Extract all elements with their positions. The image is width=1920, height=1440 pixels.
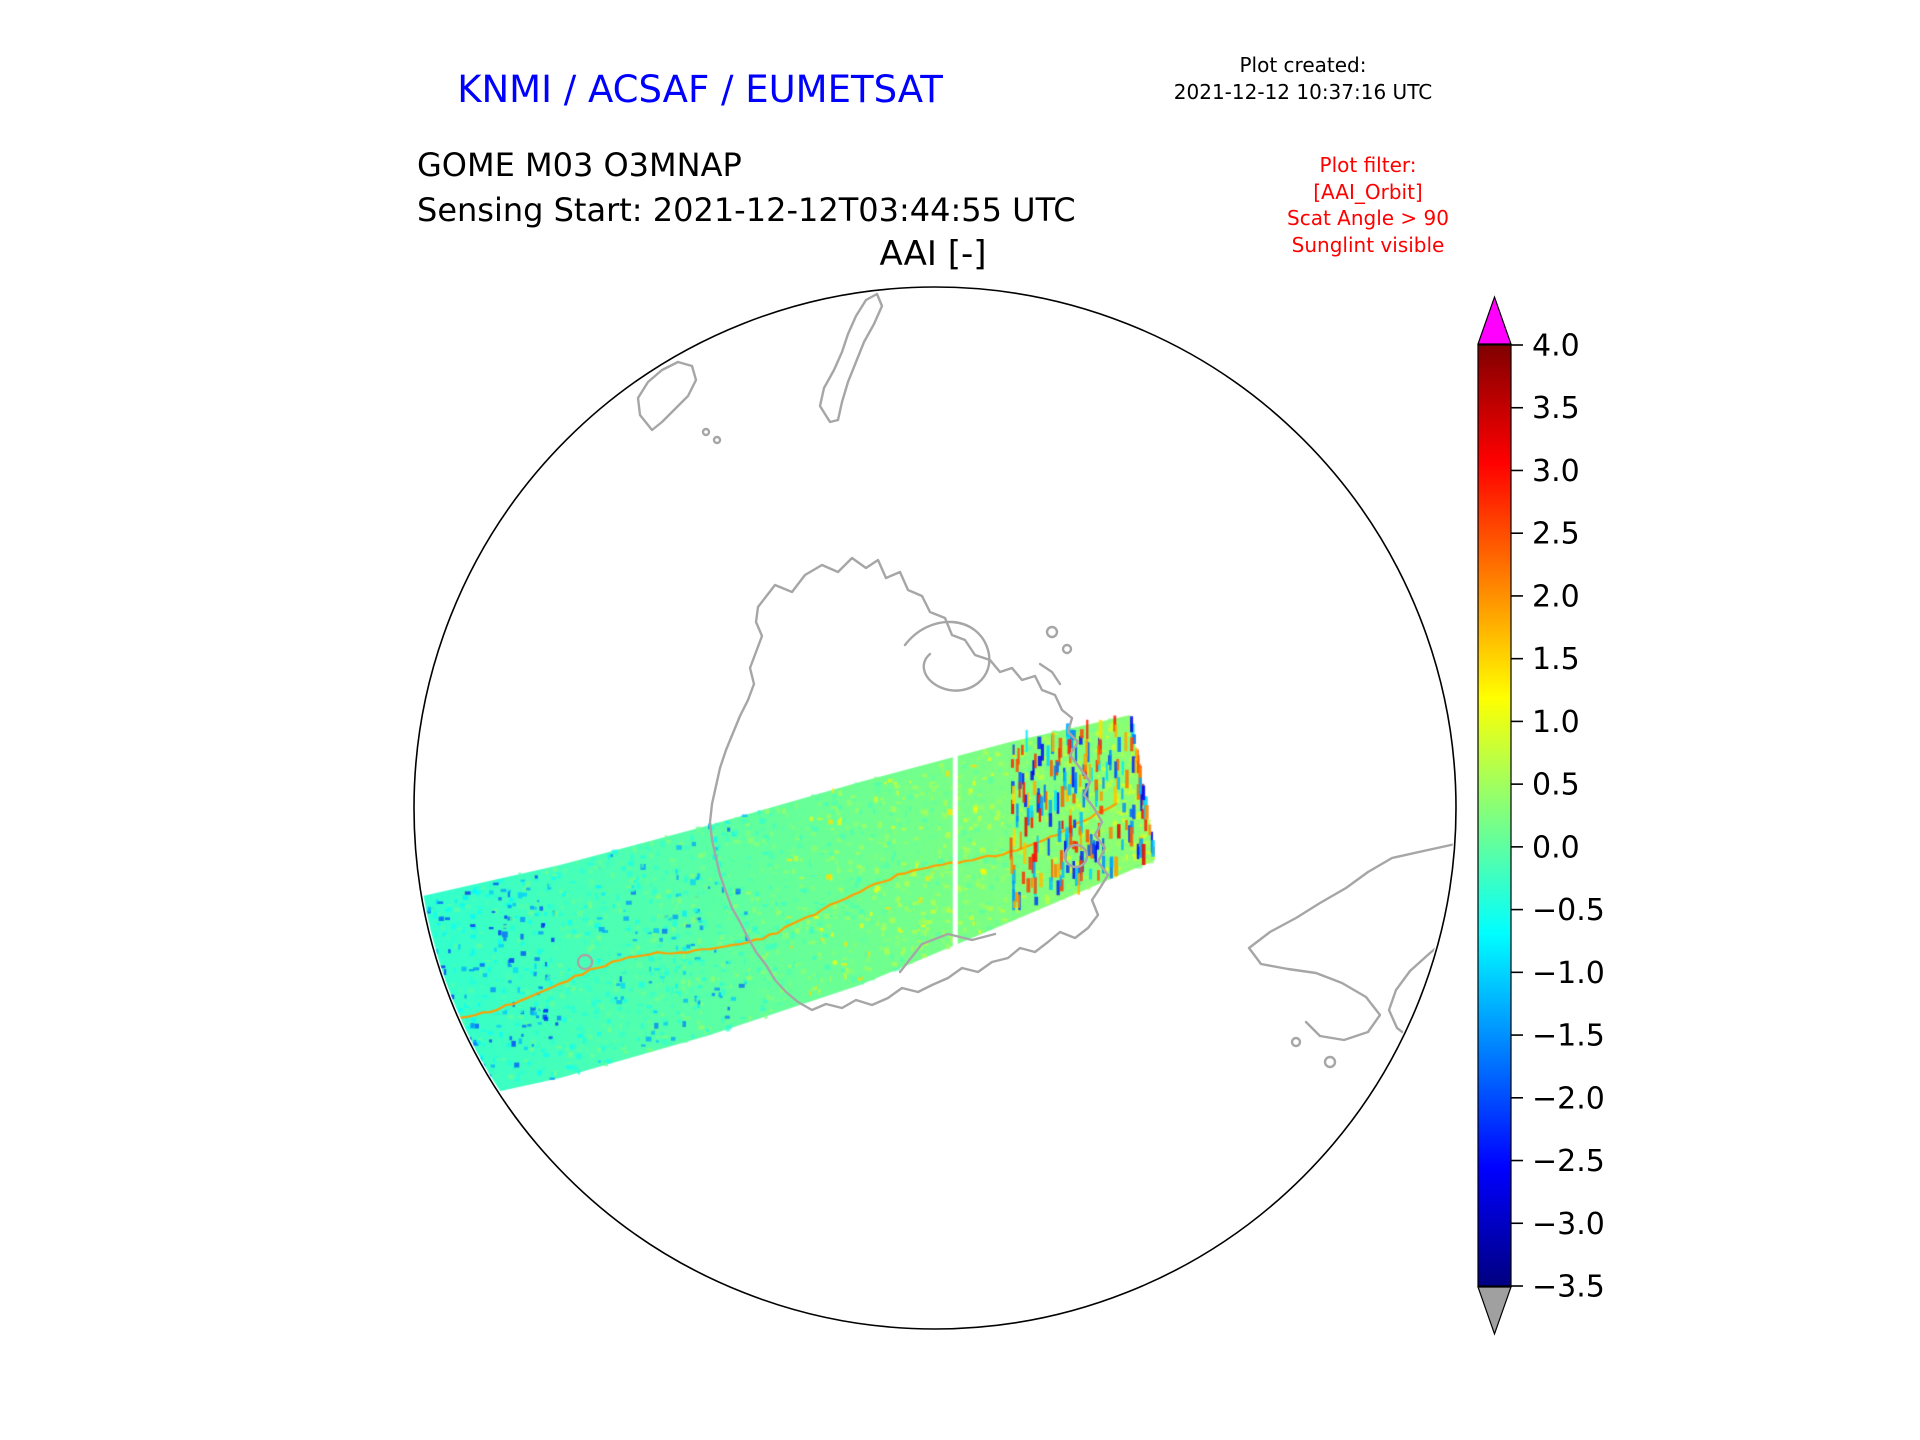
coastline-island (1323, 1055, 1337, 1069)
plot-created-label: Plot created: (1239, 53, 1367, 77)
colorbar-gradient-bar (1477, 344, 1512, 1287)
colorbar-ticks: 4.0 3.5 3.0 2.5 2.0 1.5 1.0 0.5 0.0 −0.5 −1.0 −1.5 −… (1511, 329, 1605, 1305)
coastline-antarctica (708, 556, 1110, 1012)
coastline-new-zealand-north (818, 292, 884, 424)
colorbar-under-arrow (1477, 1286, 1512, 1336)
plot-filter-line: [AAI_Orbit] (1313, 179, 1423, 204)
coastline-islet (701, 427, 711, 437)
colorbar-tick-label: 0.0 (1532, 830, 1580, 865)
colorbar-tick-label: 0.5 (1532, 768, 1580, 803)
colorbar-tick-label: 3.0 (1532, 454, 1580, 489)
coastline-inner-ring (1063, 843, 1089, 869)
coastline-island (1061, 643, 1073, 655)
coastline-islet (576, 953, 594, 971)
coastline-island (1290, 1036, 1302, 1048)
coastlines (576, 292, 1454, 1094)
coastline-ice-shelf-curl (903, 620, 991, 692)
coastline-ice-shelf-line (898, 932, 997, 974)
coastline-islet (712, 435, 722, 445)
plot-filter: Plot filter: [AAI_Orbit] Scat Angle > 90… (1238, 152, 1498, 258)
map-boundary-circle (413, 286, 1457, 1330)
colorbar-tick-label: −3.5 (1532, 1270, 1605, 1305)
sensing-start: Sensing Start: 2021-12-12T03:44:55 UTC (417, 191, 1076, 229)
coastline-south-america (1247, 841, 1454, 1042)
plot-filter-line: Scat Angle > 90 (1287, 206, 1449, 231)
colorbar-tick-label: 1.0 (1532, 705, 1580, 740)
product-title: GOME M03 O3MNAP (417, 146, 742, 184)
colorbar-tick-label: −1.0 (1532, 956, 1605, 991)
plot-created: Plot created: 2021-12-12 10:37:16 UTC (1148, 52, 1458, 106)
colorbar-tick-label: 4.0 (1532, 329, 1580, 364)
plot-filter-line: Sunglint visible (1291, 232, 1445, 257)
coastline-peninsula-fragment (1038, 662, 1062, 686)
colorbar-tick-label: 2.0 (1532, 579, 1580, 614)
colorbar-tick-label: 1.5 (1532, 642, 1580, 677)
agency-title: KNMI / ACSAF / EUMETSAT (457, 68, 943, 111)
colorbar-tick-label: −0.5 (1532, 893, 1605, 928)
coastline-island (1045, 625, 1059, 639)
colorbar-tick-label: 3.5 (1532, 391, 1580, 426)
coastline-south-america-south (1387, 933, 1454, 1094)
plot-filter-line: Plot filter: (1319, 153, 1417, 177)
colorbar-tick-label: −1.5 (1532, 1019, 1605, 1054)
plot-created-value: 2021-12-12 10:37:16 UTC (1173, 80, 1433, 104)
colorbar-tick-label: −3.0 (1532, 1207, 1605, 1242)
colorbar-tick-label: 2.5 (1532, 517, 1580, 552)
colorbar-over-arrow (1477, 295, 1512, 345)
coastline-new-zealand-south (636, 360, 698, 432)
plot-title: AAI [-] (879, 234, 987, 274)
colorbar-tick-label: −2.0 (1532, 1081, 1605, 1116)
colorbar-tick-label: −2.5 (1532, 1144, 1605, 1179)
colorbar: 4.0 3.5 3.0 2.5 2.0 1.5 1.0 0.5 0.0 −0.5 −1.0 −1.5 −… (1477, 295, 1605, 1336)
